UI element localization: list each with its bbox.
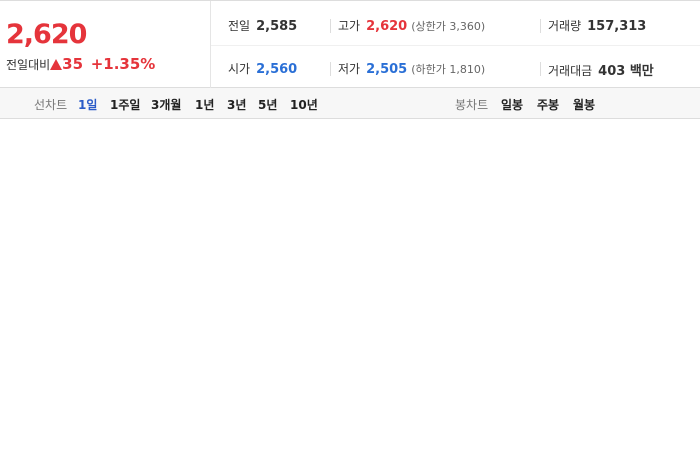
- stat-label: 저가: [338, 62, 361, 76]
- stat-label: 전일: [228, 19, 251, 33]
- current-price: 2,620: [6, 19, 87, 50]
- tab[interactable]: 3년: [227, 98, 247, 112]
- separator: [330, 19, 331, 33]
- stat-value: 2,620: [366, 19, 408, 34]
- stat-value: 2,505: [366, 62, 408, 77]
- stat-value: 2,585: [256, 19, 298, 34]
- stat: 전일 2,585: [228, 17, 297, 34]
- stat-label: 거래대금: [548, 64, 593, 78]
- header: 2,620 전일대비2,6812,6332,5842,5362,487거래량35…: [0, 0, 700, 328]
- stat-value: 403 백만: [598, 64, 654, 79]
- tab[interactable]: 주봉: [537, 98, 560, 112]
- stat-label: 고가: [338, 19, 361, 33]
- stat: 시가 2,560: [228, 60, 297, 77]
- tab[interactable]: 일봉: [501, 98, 524, 112]
- stat-value: 157,313: [587, 19, 647, 34]
- change-percent: +1.35%: [90, 55, 156, 73]
- divider: [211, 45, 700, 46]
- separator: [540, 62, 541, 76]
- tab[interactable]: 1년: [195, 98, 215, 112]
- separator: [330, 62, 331, 76]
- tab-group-label: 봉차트: [455, 98, 489, 112]
- change-value: 35: [62, 55, 84, 73]
- price-panel: 2,620 전일대비2,6812,6332,5842,5362,487거래량35…: [0, 1, 700, 328]
- tab[interactable]: 3개월: [151, 98, 182, 112]
- up-arrow: 2,6812,6332,5842,5362,487거래량: [49, 59, 700, 328]
- stat-extra: (상한가 3,360): [411, 20, 486, 33]
- tab[interactable]: 5년: [258, 98, 278, 112]
- change-label: 전일대비: [6, 58, 51, 72]
- stat-label: 거래량: [548, 19, 582, 33]
- tab-group-label: 선차트: [34, 98, 68, 112]
- stat: 거래대금 403 백만: [548, 60, 654, 79]
- tab[interactable]: 1주일: [110, 98, 141, 112]
- stat: 저가 2,505 (하한가 1,810): [338, 60, 485, 77]
- tab[interactable]: 월봉: [573, 98, 596, 112]
- tab-bar: 선차트 1일 1주일 3개월 1년 3년 5년 10년 봉차트 일봉 주봉 월봉: [0, 88, 700, 119]
- separator: [540, 19, 541, 33]
- tab[interactable]: 10년: [290, 98, 318, 112]
- tab[interactable]: 1일: [78, 98, 98, 112]
- stat-value: 2,560: [256, 62, 298, 77]
- chart: [0, 120, 700, 392]
- change: 전일대비2,6812,6332,5842,5362,487거래량35 +1.35…: [6, 55, 700, 328]
- stat: 거래량 157,313: [548, 17, 646, 34]
- stat-label: 시가: [228, 62, 251, 76]
- stat-extra: (하한가 1,810): [411, 63, 486, 76]
- stat: 고가 2,620 (상한가 3,360): [338, 17, 485, 34]
